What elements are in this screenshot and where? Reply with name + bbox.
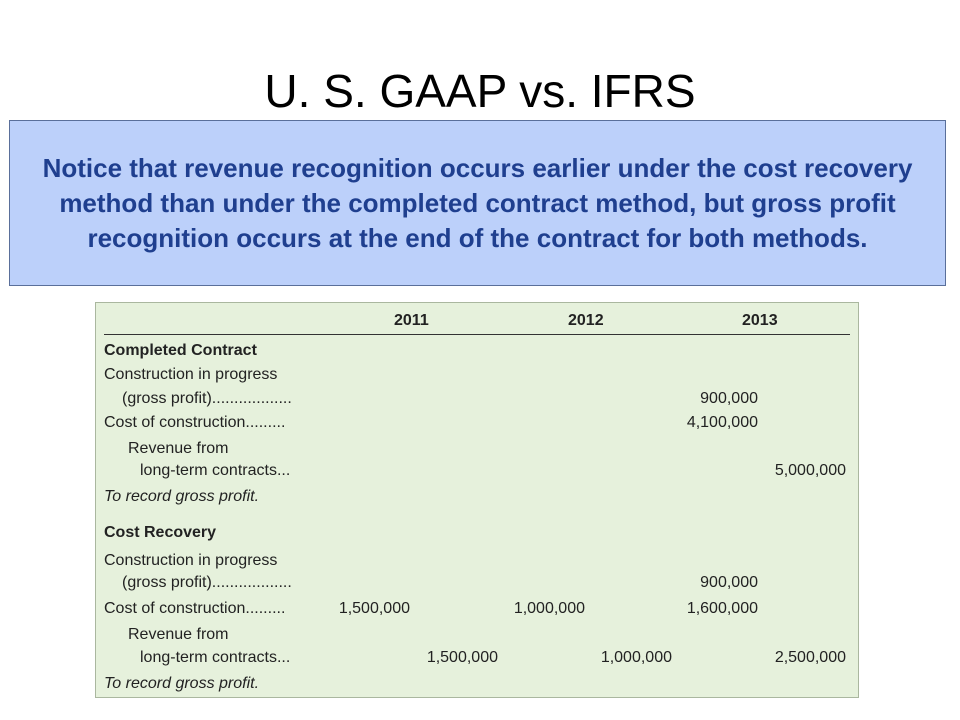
cr-cost-2012-debit: 1,000,000	[513, 600, 585, 617]
cc-revenue-label-sub: long-term contracts...	[140, 462, 291, 479]
cc-cip-label-sub: (gross profit)..................	[122, 390, 292, 407]
cc-revenue-label: Revenue from	[128, 440, 229, 457]
year-header-2011: 2011	[394, 312, 429, 329]
cc-memo: To record gross profit.	[104, 488, 260, 505]
cc-cost-label: Cost of construction.........	[104, 414, 286, 431]
year-header-2012: 2012	[568, 312, 604, 329]
cr-memo: To record gross profit.	[104, 675, 260, 692]
cr-revenue-label-sub: long-term contracts...	[140, 649, 291, 666]
callout-text: Notice that revenue recognition occurs e…	[42, 152, 913, 253]
journal-entries-table: 2011 2012 2013 Completed Contract Constr…	[95, 302, 859, 698]
cc-revenue-2013-credit: 5,000,000	[774, 462, 846, 479]
cr-cip-2013-debit: 900,000	[700, 574, 758, 591]
cr-revenue-label: Revenue from	[128, 626, 229, 643]
cr-cost-2013-debit: 1,600,000	[686, 600, 758, 617]
cr-cost-2011-debit: 1,500,000	[338, 600, 410, 617]
callout-box: Notice that revenue recognition occurs e…	[9, 120, 946, 286]
year-header-2013: 2013	[742, 312, 778, 329]
cr-cost-label: Cost of construction.........	[104, 600, 286, 617]
cr-revenue-2012-credit: 1,000,000	[600, 649, 672, 666]
cr-revenue-2011-credit: 1,500,000	[426, 649, 498, 666]
section-heading-completed-contract: Completed Contract	[104, 342, 257, 359]
cr-cip-label: Construction in progress	[104, 552, 278, 569]
cr-cip-label-sub: (gross profit)..................	[122, 574, 292, 591]
section-heading-cost-recovery: Cost Recovery	[104, 524, 217, 541]
cc-cost-2013-debit: 4,100,000	[686, 414, 758, 431]
cc-cip-2013-debit: 900,000	[700, 390, 758, 407]
header-rule	[104, 334, 850, 335]
cc-cip-label: Construction in progress	[104, 366, 278, 383]
slide-title: U. S. GAAP vs. IFRS	[264, 65, 696, 117]
cr-revenue-2013-credit: 2,500,000	[774, 649, 846, 666]
